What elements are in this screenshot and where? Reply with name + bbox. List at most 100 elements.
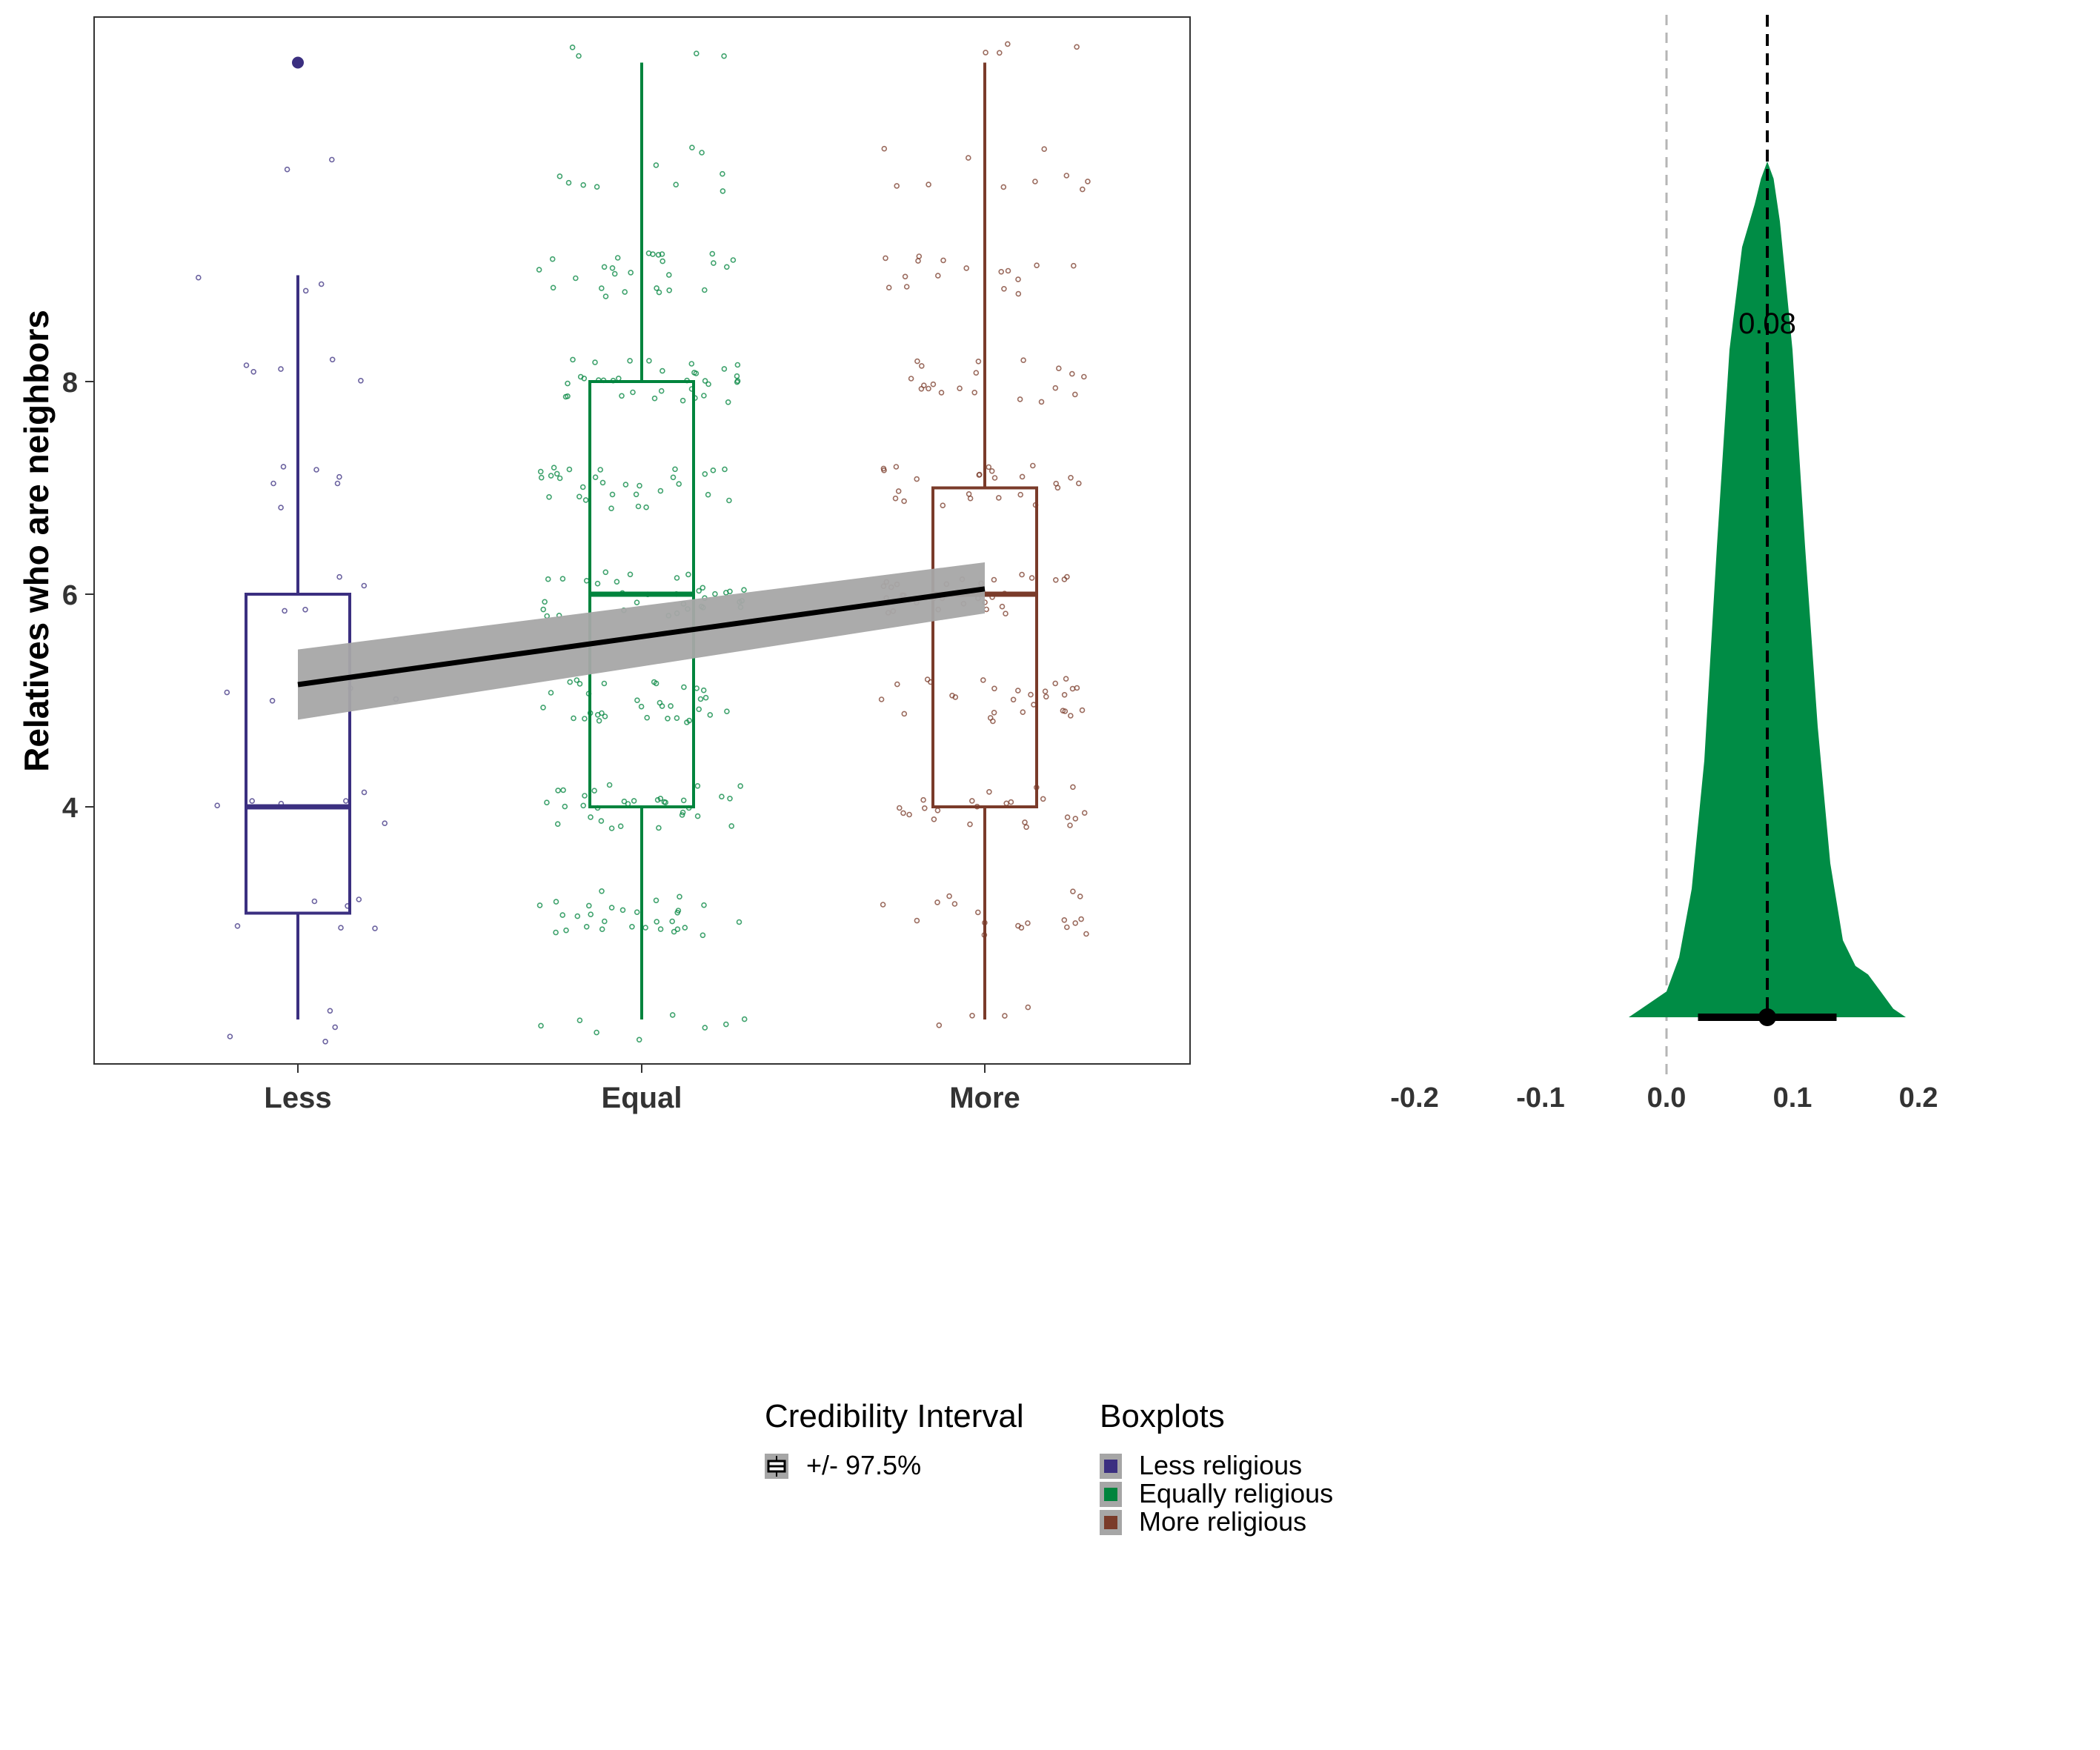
jitter-point: [654, 919, 660, 925]
jitter-point: [282, 608, 288, 614]
point-estimate-dot: [1758, 1008, 1776, 1026]
jitter-point: [920, 796, 926, 803]
jitter-point: [674, 926, 681, 932]
jitter-point: [653, 162, 659, 168]
box-less: [245, 56, 351, 1019]
jitter-point: [986, 464, 992, 470]
jitter-point: [582, 716, 588, 722]
jitter-point: [577, 373, 584, 380]
trend-line: [297, 586, 986, 688]
jitter-point: [1020, 357, 1026, 364]
jitter-point: [583, 924, 590, 930]
jitter-point: [1064, 924, 1070, 931]
jitter-point: [566, 466, 573, 473]
jitter-point: [1043, 693, 1049, 700]
jitter-point: [327, 1008, 333, 1014]
jitter-point: [559, 912, 566, 918]
jitter-point: [195, 274, 202, 281]
jitter-point: [608, 825, 615, 831]
jitter-point: [897, 805, 903, 811]
legend-item: Equally religious: [1100, 1478, 1333, 1508]
jitter-point: [940, 257, 946, 264]
jitter-point: [701, 393, 707, 399]
jitter-point: [637, 482, 642, 489]
jitter-point: [594, 580, 601, 587]
jitter-point: [705, 491, 711, 498]
jitter-point: [901, 711, 908, 717]
jitter-point: [734, 379, 740, 385]
jitter-point: [1010, 696, 1017, 703]
jitter-point: [382, 820, 388, 826]
jitter-point: [601, 264, 608, 270]
jitter-point: [679, 397, 686, 404]
jitter-point: [679, 809, 686, 816]
jitter-point: [734, 362, 741, 368]
jitter-point: [934, 899, 940, 905]
density-x-tick-label: 0.0: [1647, 1082, 1687, 1114]
jitter-point: [572, 275, 579, 282]
legend-item-label: Equally religious: [1139, 1478, 1333, 1508]
jitter-point: [737, 783, 744, 789]
jitter-point: [938, 390, 945, 396]
jitter-point: [538, 474, 545, 481]
posterior-density-area: [1629, 162, 1906, 1017]
jitter-point: [880, 902, 886, 908]
jitter-point: [892, 495, 899, 502]
jitter-point: [284, 166, 290, 173]
jitter-point: [336, 473, 342, 480]
jitter-point: [1067, 822, 1073, 828]
jitter-point: [975, 358, 982, 365]
jitter-point: [699, 150, 705, 156]
jitter-point: [721, 366, 728, 372]
jitter-point: [565, 179, 572, 186]
jitter-point: [1029, 575, 1035, 581]
legend-item-label: Less religious: [1139, 1450, 1302, 1480]
jitter-point: [536, 267, 542, 273]
jitter-point: [579, 484, 586, 490]
jitter-point: [654, 796, 661, 803]
jitter-point: [723, 264, 730, 270]
jitter-point: [1068, 474, 1074, 481]
jitter-point: [730, 257, 737, 263]
jitter-point: [548, 690, 554, 696]
jitter-point: [728, 823, 735, 829]
jitter-point: [594, 1029, 599, 1036]
jitter-point: [702, 1025, 708, 1031]
x-tick-label: Equal: [602, 1082, 682, 1114]
jitter-point: [702, 694, 709, 701]
jitter-point: [1041, 146, 1047, 152]
jitter-point: [1015, 290, 1022, 297]
jitter-point: [1017, 491, 1023, 498]
jitter-point: [930, 381, 937, 387]
jitter-point: [676, 481, 682, 488]
legend-label-credibility: +/- 97.5%: [806, 1450, 921, 1480]
jitter-point: [1003, 800, 1009, 807]
jitter-point: [627, 358, 633, 364]
jitter-point: [576, 681, 583, 687]
jitter-point: [634, 909, 640, 915]
jitter-point: [679, 812, 685, 818]
jitter-point: [280, 464, 287, 470]
jitter-point: [908, 376, 914, 382]
jitter-point: [991, 475, 998, 481]
jitter-point: [250, 368, 257, 375]
jitter-point: [592, 474, 599, 481]
jitter-point: [696, 588, 702, 594]
jitter-point: [646, 358, 652, 364]
y-axis-title: Relatives who are neighbors: [17, 310, 56, 772]
jitter-point: [736, 919, 742, 925]
jitter-point: [1038, 399, 1045, 405]
jitter-point: [617, 823, 624, 829]
jitter-point: [883, 255, 888, 262]
jitter-point: [672, 466, 678, 473]
jitter-point: [987, 715, 994, 721]
box-equal: [588, 62, 695, 1019]
density: [1629, 15, 1906, 1078]
jitter-point: [1008, 799, 1014, 805]
jitter-point: [721, 53, 727, 59]
jitter-point: [1020, 709, 1026, 716]
jitter-point: [1071, 262, 1077, 269]
jitter-point: [940, 502, 946, 509]
jitter-point: [1005, 267, 1011, 274]
